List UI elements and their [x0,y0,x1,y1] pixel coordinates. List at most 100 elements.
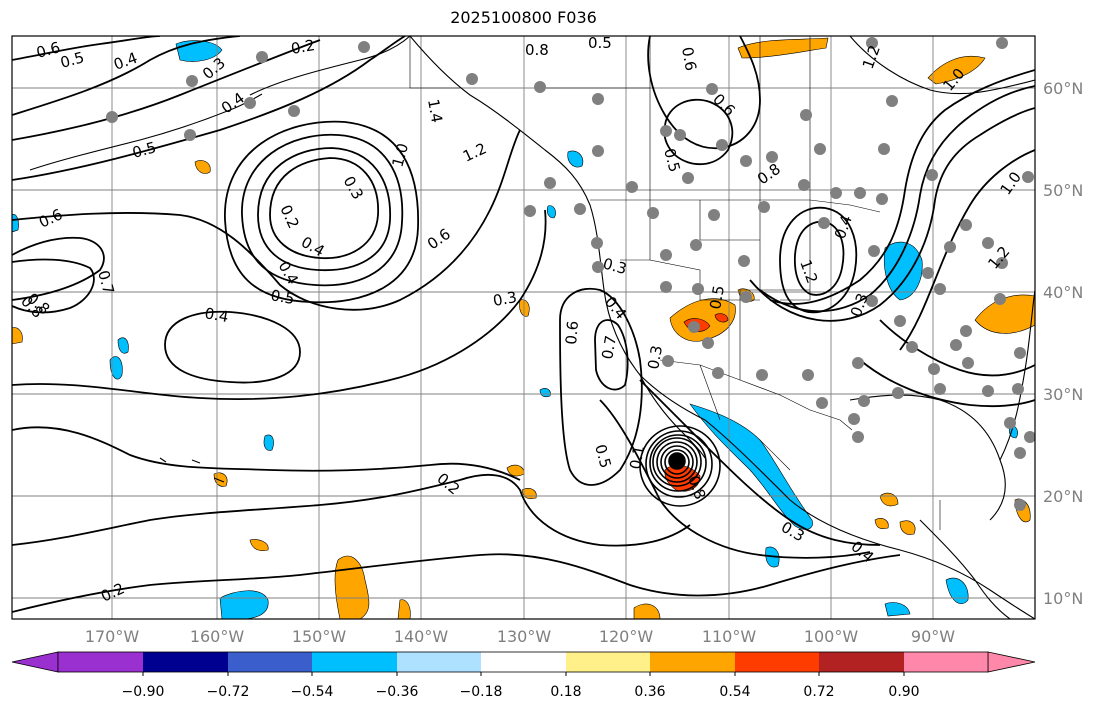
orange-blob [249,539,269,551]
contour-line [269,157,379,259]
blue-blob [546,205,556,219]
colorbar-cell [566,652,650,672]
contour-label: 0.3 [492,288,519,310]
cyclone-rings [639,425,721,507]
contour-line [12,209,547,400]
colorbar-extend-high [987,651,1036,673]
central-america-coast [919,519,1011,619]
colorbar-tick-label: 0.72 [803,684,834,700]
cyclone-center [668,452,686,470]
station-dot [928,363,940,375]
station-dot [926,169,938,181]
station-dot [184,129,196,141]
lat-label: 60°N [1043,79,1083,98]
contour-line [749,107,1035,322]
lon-label: 170°W [85,627,140,646]
station-dot [854,187,866,199]
station-dot [186,75,198,87]
borders [409,36,941,530]
contour-line [12,39,321,141]
contour-label: 0.2 [290,36,317,58]
station-dot [1014,447,1026,459]
lon-label: 130°W [497,627,552,646]
lat-label: 30°N [1043,385,1083,404]
contour-label: 0.5 [269,286,296,308]
station-dot [982,385,994,397]
station-dot [960,219,972,231]
colorbar-cell [143,652,228,672]
station-dot [466,73,478,85]
station-dot [766,151,778,163]
colorbar-cell [58,652,143,672]
colorbar-cell [228,652,312,672]
colorbar-cell [904,652,988,672]
contour-label: 0.5 [130,138,158,162]
contour-label: 0.3 [644,344,666,371]
contour-line [12,129,521,311]
baja-california [639,374,706,459]
station-dot [256,51,268,63]
station-dot [524,205,536,217]
station-dot [688,321,700,333]
station-dot [574,203,586,215]
mexico-state-lines [699,364,941,530]
station-dot [591,237,603,249]
blue-blob [883,241,923,301]
station-dot [994,293,1006,305]
colorbar-cell [819,652,904,672]
station-dot [962,357,974,369]
contour-label: 0.5 [588,34,612,52]
hawaii-islands [159,457,225,483]
station-markers [106,37,1035,511]
station-dot [816,397,828,409]
station-dot [814,143,826,155]
station-dot [1004,417,1016,429]
contour-line [12,553,901,613]
contour-line [12,36,161,61]
station-dot [1022,171,1034,183]
colorbar-cell [312,652,397,672]
contour-label: 0.5 [660,146,684,174]
blue-blob [175,40,223,62]
contour-line [639,379,881,546]
station-dot [592,145,604,157]
station-dot [708,209,720,221]
contour-label: 0.6 [34,38,62,62]
station-dot [878,143,890,155]
station-dot [647,207,659,219]
orange-blob [899,520,916,535]
contour-label: 0.5 [706,284,728,311]
contour-line [224,120,419,304]
contour-label: 0.7 [94,268,118,296]
lon-label: 110°W [702,627,757,646]
contour-line [164,310,301,384]
contour-line [12,473,691,547]
station-dot [894,315,906,327]
contour-label: 1.4 [424,98,446,125]
longitude-labels: 170°W 160°W 150°W 140°W 130°W 120°W 110°… [85,627,955,646]
contour-line [12,36,406,181]
cyclone-ring [660,445,694,479]
station-dot [982,237,994,249]
blue-blob [263,434,274,451]
colorbar-tick-label: −0.72 [207,684,250,700]
contour-line [12,258,95,314]
lat-label: 10°N [1043,589,1083,608]
station-dot [996,37,1008,49]
orange-blob [397,599,411,619]
contour-line [759,85,1035,313]
colorbar-cell [397,652,481,672]
canada-province-lines [409,36,811,200]
station-dot [886,95,898,107]
map-plot-area [12,36,1035,619]
contour-line [257,147,391,272]
station-dot [830,187,842,199]
colorbar-tick-label: −0.54 [291,684,334,700]
station-dot [868,245,880,257]
contour-line [12,36,241,116]
cyclone-ring [649,434,707,492]
colorbar-cell [650,652,735,672]
orange-blob [737,37,829,59]
station-dot [740,291,752,303]
